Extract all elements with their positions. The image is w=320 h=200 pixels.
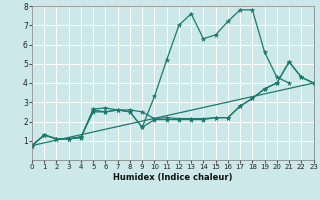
X-axis label: Humidex (Indice chaleur): Humidex (Indice chaleur) <box>113 173 233 182</box>
